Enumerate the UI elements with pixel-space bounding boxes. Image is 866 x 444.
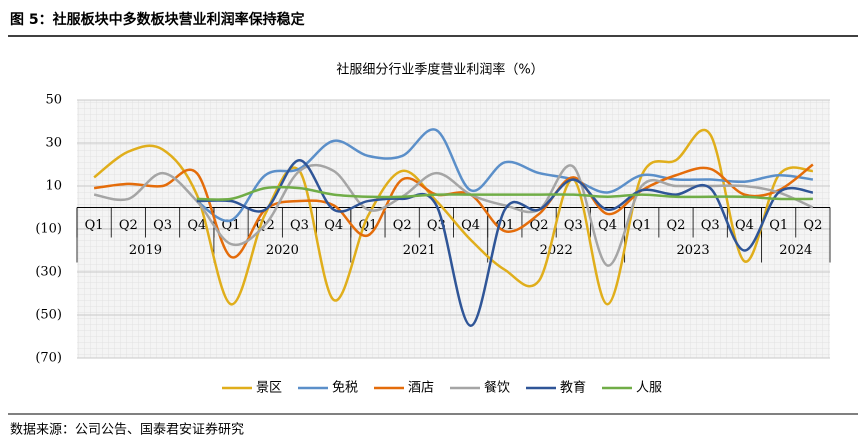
y-tick-label: 50: [45, 93, 62, 108]
legend-label: 人服: [636, 381, 662, 396]
year-label: 2023: [677, 243, 710, 258]
x-tick-label: Q3: [290, 218, 309, 233]
x-tick-label: Q4: [187, 218, 206, 233]
legend-label: 酒店: [408, 381, 434, 396]
x-tick-label: Q2: [119, 218, 138, 233]
series-line: [93, 163, 814, 267]
x-tick-label: Q2: [393, 218, 412, 233]
x-tick-label: Q2: [530, 218, 549, 233]
y-tick-label: 10: [45, 179, 62, 194]
x-tick-label: Q3: [564, 218, 583, 233]
x-tick-label: Q4: [735, 218, 754, 233]
series-line: [196, 158, 814, 328]
y-tick-label: 30: [45, 136, 62, 151]
x-tick-label: Q4: [324, 218, 343, 233]
series-line: [93, 128, 814, 306]
figure-title: 图 5：社服板块中多数板块营业利润率保持稳定: [10, 11, 305, 28]
year-label: 2022: [540, 243, 573, 258]
y-tick-label: (10): [35, 222, 62, 237]
x-tick-label: Q1: [632, 218, 651, 233]
x-tick-label: Q4: [598, 218, 617, 233]
x-tick-label: Q4: [461, 218, 480, 233]
x-tick-label: Q1: [769, 218, 788, 233]
y-tick-label: (50): [35, 308, 62, 323]
x-tick-label: Q2: [667, 218, 686, 233]
source: 数据来源：公司公告、国泰君安证券研究: [10, 422, 244, 438]
legend-label: 餐饮: [484, 380, 510, 396]
year-label: 2020: [266, 243, 299, 258]
legend-label: 教育: [560, 380, 586, 396]
legend-label: 免税: [332, 381, 358, 396]
year-label: 2021: [403, 243, 436, 258]
chart-title: 社服细分行业季度营业利润率（%）: [336, 62, 543, 78]
series-line: [196, 185, 813, 201]
year-label: 2019: [129, 243, 162, 258]
series-line: [196, 128, 814, 223]
x-tick-label: Q1: [85, 218, 104, 233]
y-tick-label: (70): [35, 351, 62, 366]
x-tick-label: Q2: [803, 218, 822, 233]
legend-label: 景区: [256, 381, 282, 396]
year-label: 2024: [779, 243, 812, 258]
x-tick-label: Q3: [701, 218, 720, 233]
y-tick-label: (30): [35, 265, 62, 280]
x-tick-label: Q3: [153, 218, 172, 233]
